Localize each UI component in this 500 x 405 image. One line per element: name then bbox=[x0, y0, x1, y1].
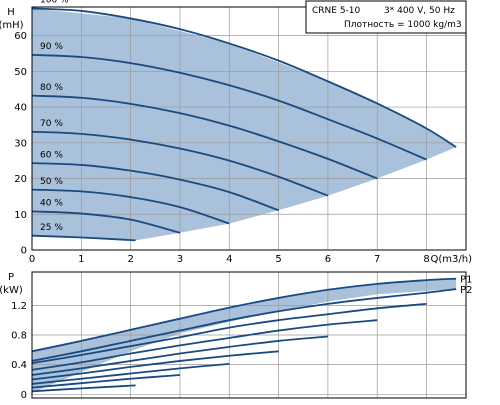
x-axis-label: Q(m3/h) bbox=[431, 254, 473, 265]
curve-50 bbox=[31, 188, 230, 225]
info-box: CRNE 5-10 3* 400 V, 50 Hz Плотность = 10… bbox=[305, 0, 467, 34]
y-tick-label: 50 bbox=[14, 67, 27, 78]
curve-speed-7 bbox=[31, 374, 181, 389]
y-tick-label: 60 bbox=[14, 31, 27, 42]
curve-70 bbox=[31, 130, 329, 197]
y-tick-label: 0.4 bbox=[11, 360, 27, 371]
info-density: Плотность = 1000 kg/m3 bbox=[344, 20, 462, 30]
x-tick-label: 1 bbox=[78, 254, 84, 265]
x-tick-label: 5 bbox=[275, 254, 281, 265]
curve-60 bbox=[31, 162, 279, 212]
curve-label: 50 % bbox=[40, 177, 63, 187]
curve-speed-5 bbox=[31, 350, 279, 381]
series-label-p2: P2 bbox=[460, 285, 472, 296]
y-tick-label: 30 bbox=[14, 138, 27, 149]
curve-p1 bbox=[31, 277, 457, 353]
y-tick-label: 0 bbox=[21, 246, 27, 257]
operating-region bbox=[32, 278, 457, 393]
x-tick-label: 6 bbox=[325, 254, 331, 265]
curve-90 bbox=[31, 53, 427, 161]
curve-label: 90 % bbox=[40, 42, 63, 52]
curve-speed-4 bbox=[31, 335, 328, 376]
y-tick-label: 0 bbox=[21, 390, 27, 400]
y-tick-label: 40 bbox=[14, 103, 27, 114]
curve-p2 bbox=[31, 288, 457, 362]
y-axis-unit-label: (mH) bbox=[0, 20, 24, 31]
curve-speed-6 bbox=[31, 363, 230, 385]
info-supply: 3* 400 V, 50 Hz bbox=[384, 6, 455, 16]
x-tick-label: 8 bbox=[423, 254, 429, 265]
x-tick-label: 3 bbox=[177, 254, 183, 265]
x-tick-label: 7 bbox=[374, 254, 380, 265]
curve-25 bbox=[31, 234, 136, 242]
curve-label: 60 % bbox=[40, 150, 63, 160]
curve-label: 80 % bbox=[40, 83, 63, 93]
curve-80 bbox=[31, 94, 378, 180]
y-tick-label: 10 bbox=[14, 210, 27, 221]
curve-100 bbox=[31, 7, 457, 148]
curve-speed-2 bbox=[31, 302, 427, 365]
curve-speed-3 bbox=[31, 319, 378, 371]
operating-region bbox=[32, 8, 457, 241]
series-label-p1: P1 bbox=[460, 275, 472, 286]
curve-40 bbox=[31, 210, 181, 234]
plot-frame bbox=[31, 6, 467, 251]
x-tick-label: 0 bbox=[29, 254, 35, 265]
curve-label: 100 % bbox=[40, 0, 69, 6]
curve-label: 25 % bbox=[40, 223, 63, 233]
info-box-frame bbox=[305, 0, 467, 34]
x-tick-label: 4 bbox=[226, 254, 232, 265]
plot-frame bbox=[31, 271, 467, 399]
curve-label: 70 % bbox=[40, 119, 63, 129]
curve-speed-8 bbox=[31, 384, 136, 393]
curve-label: 40 % bbox=[40, 199, 63, 209]
y-tick-label: 20 bbox=[14, 174, 27, 185]
y-axis-unit-label: (kW) bbox=[0, 285, 23, 296]
info-model: CRNE 5-10 bbox=[312, 6, 361, 16]
y-tick-label: 1.2 bbox=[11, 301, 27, 312]
y-axis-label: H bbox=[7, 7, 15, 18]
head-curve-panel: 0 10 20 30 40 50 60 H (mH) 0 1 2 3 4 5 6 7 8 Q(m3/h) 100 % 9… bbox=[0, 0, 472, 265]
y-axis-label: P bbox=[8, 272, 14, 283]
y-tick-label: 0.8 bbox=[11, 331, 27, 342]
x-tick-label: 2 bbox=[127, 254, 133, 265]
